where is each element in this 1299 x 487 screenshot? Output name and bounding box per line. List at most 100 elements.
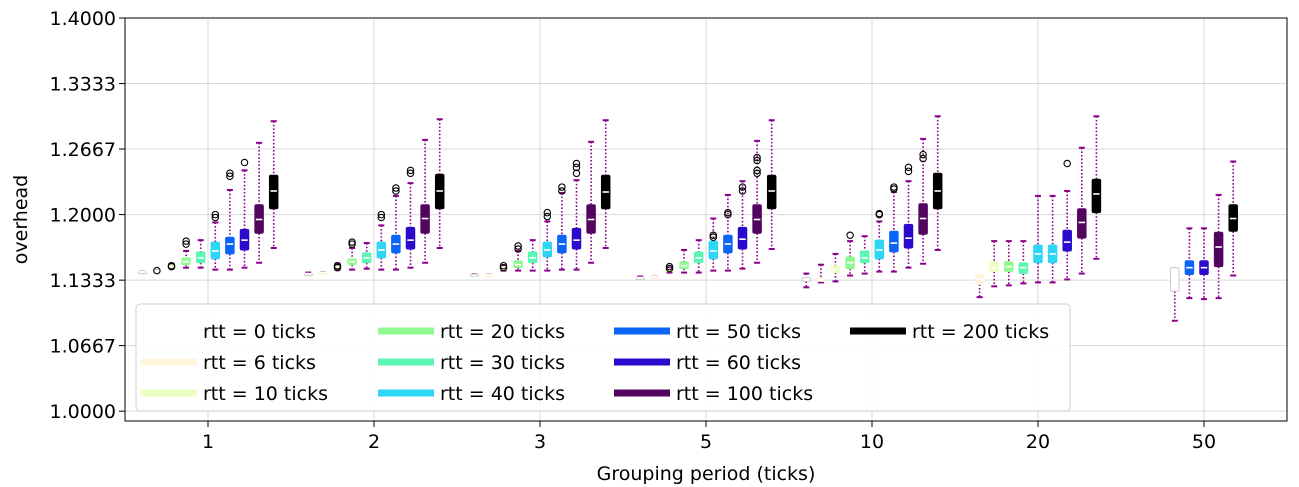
outlier-point (709, 231, 718, 239)
box-rtt-6-ticks (816, 263, 826, 284)
outlier-point (333, 263, 342, 272)
box-rtt-10-ticks (332, 261, 343, 272)
outlier-point (890, 183, 898, 191)
box-rtt-30-ticks (195, 239, 206, 269)
box-rtt-6-ticks (152, 266, 162, 275)
box-rtt-50-ticks (889, 183, 899, 273)
outlier-point (665, 264, 674, 273)
legend-label: rtt = 200 ticks (912, 321, 1049, 343)
outlier-point (377, 210, 386, 219)
box-rtt-0-ticks (801, 272, 812, 289)
legend-label: rtt = 50 ticks (676, 321, 801, 343)
legend-item: rtt = 0 ticks (141, 321, 316, 343)
box-rtt-6-ticks (650, 275, 660, 280)
box-rtt-50-ticks (225, 169, 235, 271)
outlier-point (558, 183, 566, 191)
legend-item: rtt = 30 ticks (378, 352, 565, 374)
legend-item: rtt = 50 ticks (614, 321, 801, 343)
box-rtt-100-ticks (420, 138, 430, 264)
outlier-point (904, 163, 913, 172)
box-rtt-10-ticks (498, 261, 509, 272)
box-body (405, 226, 416, 250)
outlier-point (333, 261, 342, 270)
legend-item: rtt = 200 ticks (850, 321, 1049, 343)
outlier-point (753, 166, 761, 175)
box-rtt-40-ticks (542, 208, 553, 272)
box-rtt-200-ticks (766, 119, 777, 250)
legend-item: rtt = 60 ticks (614, 352, 801, 374)
x-tick-label: 1 (202, 431, 214, 453)
legend-swatch (141, 358, 197, 366)
box-rtt-40-ticks (210, 210, 221, 271)
box-body (903, 223, 914, 249)
box-rtt-60-ticks (737, 180, 748, 270)
box-rtt-40-ticks (376, 210, 387, 271)
box-rtt-40-ticks (1047, 194, 1058, 284)
outlier-point (753, 156, 761, 165)
box-rtt-100-ticks (1077, 146, 1087, 275)
box-rtt-40-ticks (874, 209, 885, 273)
outlier-point (348, 240, 356, 248)
box-rtt-100-ticks (1213, 193, 1224, 300)
y-tick-label: 1.2000 (50, 205, 116, 227)
box-rtt-20-ticks (679, 248, 689, 274)
legend-item: rtt = 20 ticks (378, 321, 565, 343)
outlier-point (1063, 159, 1071, 168)
x-tick-label: 20 (1026, 431, 1050, 453)
box-rtt-200-ticks (1228, 160, 1238, 277)
box-rtt-0-ticks (1170, 267, 1180, 322)
outlier-point (753, 153, 761, 162)
outlier-point (226, 169, 234, 178)
box-body (225, 236, 235, 255)
box-rtt-60-ticks (1199, 227, 1209, 301)
box-body (1091, 178, 1102, 214)
box-rtt-50-ticks (557, 183, 567, 271)
legend-swatch (614, 389, 670, 397)
y-tick-label: 1.4000 (50, 8, 116, 30)
box-rtt-200-ticks (600, 119, 611, 250)
outlier-point (665, 262, 674, 271)
box-rtt-20-ticks (1004, 240, 1014, 287)
box-plots (137, 115, 1238, 322)
box-body (737, 226, 748, 250)
box-rtt-6-ticks (318, 271, 328, 276)
outlier-point (182, 237, 190, 245)
grid-lines (125, 17, 1287, 421)
box-rtt-40-ticks (708, 217, 719, 272)
box-rtt-6-ticks (974, 274, 985, 299)
box-rtt-100-ticks (752, 139, 762, 264)
outlier-point (919, 150, 927, 159)
outlier-point (904, 167, 913, 176)
legend-swatch (614, 358, 670, 366)
box-rtt-100-ticks (586, 140, 596, 264)
outlier-point (724, 210, 732, 219)
legend-label: rtt = 30 ticks (440, 352, 565, 374)
x-tick-label: 10 (860, 431, 884, 453)
outlier-point (211, 210, 220, 219)
box-rtt-20-ticks (181, 237, 191, 269)
x-tick-label: 50 (1192, 431, 1216, 453)
outlier-point (167, 261, 176, 270)
box-rtt-200-ticks (932, 115, 943, 251)
legend-swatch (378, 358, 434, 366)
outlier-point (846, 231, 854, 239)
box-body (889, 230, 899, 253)
legend-label: rtt = 100 ticks (676, 383, 813, 405)
x-tick-label: 5 (700, 431, 712, 453)
outlier-point (875, 209, 884, 218)
outlier-point (753, 169, 761, 178)
legend: rtt = 0 ticks rtt = 6 ticks rtt = 10 ticks… (135, 303, 1071, 412)
box-rtt-100-ticks (918, 137, 928, 265)
box-rtt-60-ticks (405, 166, 416, 269)
outlier-point (406, 169, 415, 178)
box-rtt-10-ticks (989, 240, 999, 288)
box-rtt-10-ticks (830, 252, 841, 283)
box-body (1062, 229, 1072, 252)
box-rtt-50-ticks (1184, 227, 1195, 300)
box-rtt-10-ticks (664, 262, 675, 274)
y-tick-label: 1.3333 (50, 74, 116, 96)
box-rtt-30-ticks (859, 235, 870, 275)
box-rtt-200-ticks (434, 118, 445, 250)
x-tick-label: 3 (534, 431, 546, 453)
x-axis-ticks: 1 2 3 5 10 20 50 (202, 421, 1216, 453)
